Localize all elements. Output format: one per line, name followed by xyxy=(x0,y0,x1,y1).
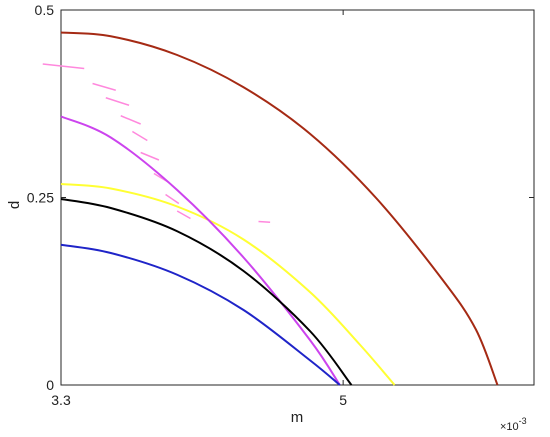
x-tick-label-2: 5 xyxy=(339,392,347,408)
artifact-stroke-6 xyxy=(140,151,160,161)
artifact-stroke-8 xyxy=(165,193,180,205)
series-line-4 xyxy=(60,198,353,386)
y-axis-label: d xyxy=(6,201,23,209)
artifact-stroke-10 xyxy=(258,220,271,223)
y-tick-label-2: 0.25 xyxy=(27,190,54,206)
artifact-stroke-9 xyxy=(176,210,191,220)
series-line-2 xyxy=(60,183,396,386)
x-axis-label: m xyxy=(291,409,304,426)
artifact-stroke-1 xyxy=(42,63,85,70)
y-tick-label-1: 0 xyxy=(46,377,54,393)
multiplier-exponent: -3 xyxy=(519,416,527,426)
artifact-stroke-5 xyxy=(131,130,148,142)
artifact-stroke-4 xyxy=(120,115,141,125)
artifact-strokes xyxy=(42,63,271,223)
series-line-1 xyxy=(60,31,499,386)
x-tick-label-1: 3.3 xyxy=(51,392,71,408)
multiplier-base: ×10 xyxy=(500,421,519,433)
x-axis-multiplier: ×10-3 xyxy=(500,416,527,433)
series-group xyxy=(60,31,499,386)
series-line-3 xyxy=(60,115,341,386)
artifact-stroke-2 xyxy=(92,82,116,91)
plot-area xyxy=(60,9,535,386)
series-line-5 xyxy=(60,243,341,386)
artifact-stroke-3 xyxy=(105,97,130,106)
y-tick-label-3: 0.5 xyxy=(35,2,55,18)
tick-group: 3.3 5 0 0.25 0.5 xyxy=(27,2,534,408)
